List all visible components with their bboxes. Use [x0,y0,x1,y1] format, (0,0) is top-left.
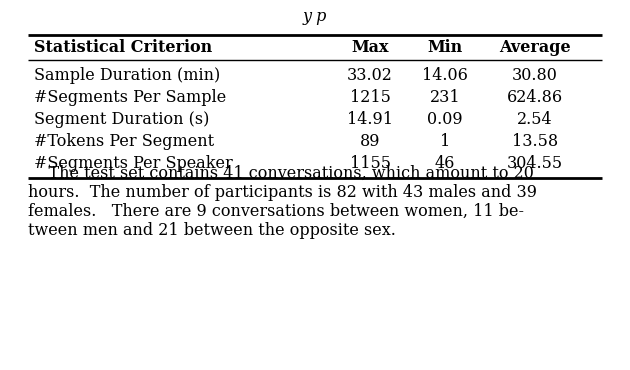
Text: 304.55: 304.55 [507,155,563,172]
Text: 14.91: 14.91 [347,111,393,128]
Text: 2.54: 2.54 [517,111,553,128]
Text: #Tokens Per Segment: #Tokens Per Segment [34,133,214,150]
Text: #Segments Per Speaker: #Segments Per Speaker [34,155,232,172]
Text: Segment Duration (s): Segment Duration (s) [34,111,209,128]
Text: 231: 231 [430,89,461,106]
Text: 624.86: 624.86 [507,89,563,106]
Text: #Segments Per Sample: #Segments Per Sample [34,89,226,106]
Text: Average: Average [499,40,571,57]
Text: 46: 46 [435,155,455,172]
Text: Max: Max [352,40,389,57]
Text: tween men and 21 between the opposite sex.: tween men and 21 between the opposite se… [28,222,396,239]
Text: 1215: 1215 [350,89,391,106]
Text: Statistical Criterion: Statistical Criterion [34,40,212,57]
Text: The test set contains 41 conversations, which amount to 20: The test set contains 41 conversations, … [28,165,534,182]
Text: 89: 89 [360,133,381,150]
Text: 33.02: 33.02 [347,67,393,84]
Text: 14.06: 14.06 [422,67,468,84]
Text: 0.09: 0.09 [427,111,463,128]
Text: Sample Duration (min): Sample Duration (min) [34,67,220,84]
Text: 30.80: 30.80 [512,67,558,84]
Text: hours.  The number of participants is 82 with 43 males and 39: hours. The number of participants is 82 … [28,184,537,201]
Text: 1155: 1155 [350,155,391,172]
Text: 1: 1 [440,133,450,150]
Text: 13.58: 13.58 [512,133,558,150]
Text: females.   There are 9 conversations between women, 11 be-: females. There are 9 conversations betwe… [28,203,524,220]
Text: y p: y p [303,8,327,25]
Text: Min: Min [427,40,462,57]
